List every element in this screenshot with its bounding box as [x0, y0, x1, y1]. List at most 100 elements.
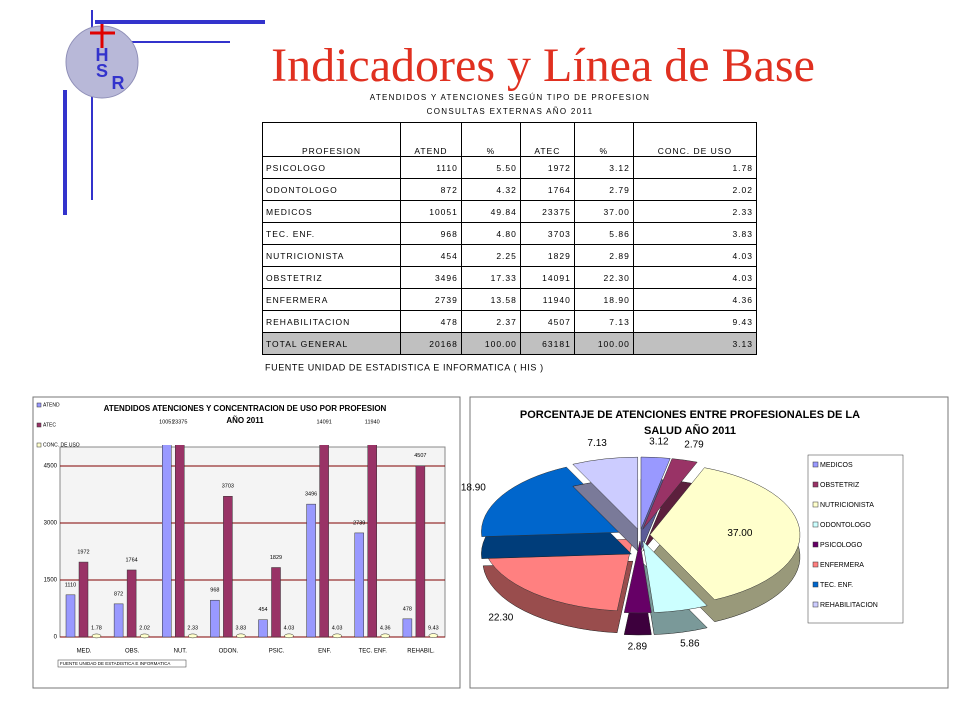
- table-cell: 2.37: [460, 310, 521, 333]
- table-cell: 63181: [519, 332, 575, 355]
- table-row: PSICOLOGO 1110 5.50 1972 3.12 1.78: [261, 156, 758, 179]
- bar: [126, 569, 137, 638]
- bar: [271, 567, 281, 638]
- table-row: MEDICOS 10051 49.84 23375 37.00 2.33: [261, 200, 758, 223]
- legend-swatch: [812, 501, 819, 508]
- table-cell: 3.12: [573, 156, 634, 179]
- pie-slice: [481, 466, 632, 537]
- bar: [223, 496, 233, 638]
- table-cell: ATEC: [519, 122, 575, 157]
- data-table: PROFESION ATEND% ATEC% CONC. DE USO PSICOLOG…: [261, 122, 758, 355]
- table-row: TEC. ENF. 968 4.80 3703 5.86 3.83: [261, 222, 758, 245]
- data-label: 2.02: [139, 625, 150, 631]
- legend-swatch: [812, 561, 819, 568]
- table-cell: ATEND: [400, 122, 462, 157]
- table-cell: 13.58: [460, 288, 521, 311]
- legend-label: MEDICOS: [820, 462, 853, 469]
- table-cell: TEC. ENF.: [261, 222, 402, 245]
- plot-area: [59, 446, 446, 638]
- data-label: 3.12: [649, 436, 669, 447]
- y-tick-label: 4500: [44, 464, 58, 470]
- data-label: 1764: [126, 557, 138, 563]
- table-cell: CONC. DE USO: [632, 122, 758, 157]
- bars: [65, 445, 439, 639]
- data-label: 968: [210, 588, 219, 594]
- bar: [402, 618, 413, 638]
- table-cell: 49.84: [460, 200, 521, 223]
- table-row: TOTAL GENERAL 20168 100.00 63181 100.00 3.13: [261, 332, 758, 355]
- footer-box: [57, 659, 187, 668]
- data-label: 1110: [65, 582, 76, 588]
- data-label: 23375: [172, 419, 187, 425]
- pie-slice: [623, 540, 652, 614]
- table-cell: 100.00: [573, 332, 634, 355]
- chart-footer: FUENTE UNIDAD DE ESTADISTICA E INFORMATI…: [60, 661, 170, 666]
- pie-slice: [642, 458, 698, 530]
- table-cell: %: [573, 122, 634, 157]
- data-label: 2739: [353, 520, 365, 526]
- table-cell: 4507: [519, 310, 575, 333]
- x-tick-label: NUT.: [174, 649, 188, 655]
- chart-title: PORCENTAJE DE ATENCIONES ENTRE PROFESION…: [520, 409, 860, 421]
- bar: [188, 633, 198, 639]
- data-label: 14091: [316, 419, 331, 425]
- table-cell: 11940: [519, 288, 575, 311]
- bar: [258, 619, 268, 638]
- legend-label: ODONTOLOGO: [820, 522, 871, 529]
- bar: [210, 599, 220, 638]
- table-row: ENFERMERA 2739 13.58 11940 18.90 4.36: [261, 288, 758, 311]
- data-label: 478: [403, 606, 412, 612]
- table-cell: 10051: [400, 200, 462, 223]
- table-cell: 454: [400, 244, 462, 267]
- table-cell: 2.25: [460, 244, 521, 267]
- data-label: 1972: [77, 550, 89, 556]
- legend-label: REHABILITACION: [820, 602, 878, 609]
- table-cell: 23375: [519, 200, 575, 223]
- table-cell: 3.13: [632, 332, 758, 355]
- data-label: 5.86: [680, 638, 700, 649]
- table-cell: 3703: [519, 222, 575, 245]
- y-tick-label: 3000: [44, 521, 58, 527]
- table-cell: 20168: [400, 332, 462, 355]
- bar: [319, 445, 329, 638]
- table-cell: 18.90: [573, 288, 634, 311]
- data-label: 7.13: [587, 438, 607, 449]
- table-cell: PSICOLOGO: [261, 156, 402, 179]
- table-cell: 872: [400, 178, 462, 201]
- legend-label: TEC. ENF.: [820, 582, 853, 589]
- bar: [367, 445, 377, 638]
- data-label: 2.89: [628, 641, 648, 652]
- data-label: 3496: [305, 492, 317, 498]
- table-caption: CONSULTAS EXTERNAS AÑO 2011: [427, 107, 594, 116]
- table-row: REHABILITACION 478 2.37 4507 7.13 9.43: [261, 310, 758, 333]
- table-cell: 9.43: [632, 310, 758, 333]
- data-label: 4.03: [284, 625, 295, 631]
- bar: [78, 561, 89, 638]
- table-cell: 2.33: [632, 200, 758, 223]
- table-cell: 1829: [519, 244, 575, 267]
- table-cell: 5.50: [460, 156, 521, 179]
- bar: [354, 532, 364, 638]
- pie-slice-group: [481, 466, 632, 559]
- x-tick-label: ODON.: [219, 649, 239, 655]
- bar: [139, 633, 150, 639]
- table-cell: 2739: [400, 288, 462, 311]
- legend-label: OBSTETRIZ: [820, 482, 860, 489]
- legend-swatch: [36, 402, 42, 408]
- data-label: 4.03: [332, 625, 343, 631]
- table-cell: 4.36: [632, 288, 758, 311]
- table-cell: PROFESION: [261, 122, 402, 157]
- data-label: 4507: [414, 453, 426, 459]
- chart-title: ATENDIDOS ATENCIONES Y CONCENTRACION DE …: [104, 404, 387, 413]
- pie-slice-group: [572, 456, 639, 552]
- table-footer: FUENTE UNIDAD DE ESTADISTICA E INFORMATI…: [265, 362, 544, 372]
- table-cell: 4.03: [632, 244, 758, 267]
- legend-swatch: [36, 422, 42, 428]
- data-label: 2.33: [187, 625, 198, 631]
- x-tick-label: PSIC.: [269, 649, 285, 655]
- x-tick-label: REHABIL.: [407, 649, 435, 655]
- table-cell: MEDICOS: [261, 200, 402, 223]
- bar: [428, 633, 439, 638]
- bar: [380, 633, 390, 639]
